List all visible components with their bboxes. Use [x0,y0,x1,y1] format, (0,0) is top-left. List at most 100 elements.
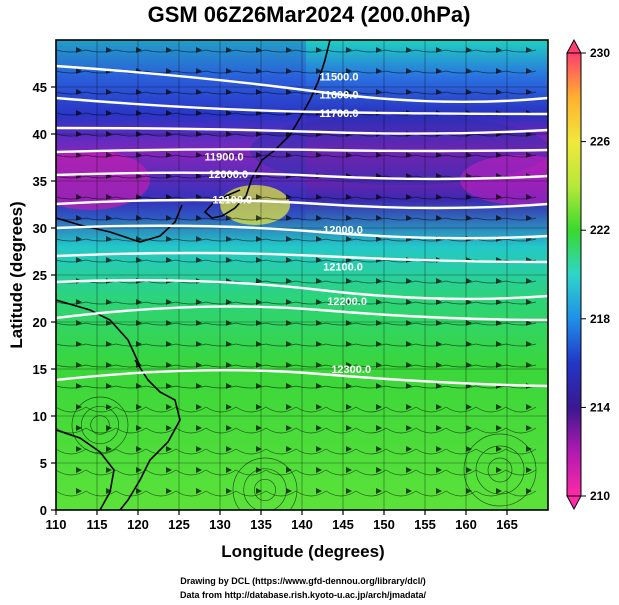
wind-arrow [136,383,142,389]
wind-arrow [466,425,472,431]
wind-arrow [76,152,82,158]
wind-arrow [76,425,82,431]
wind-arrow [376,320,382,326]
wind-arrow [166,446,172,452]
wind-arrow [226,404,232,410]
wind-arrow [496,488,502,494]
wind-arrow [196,383,202,389]
wind-arrow [406,341,412,347]
wind-arrow [256,89,262,95]
wind-arrow [196,362,202,368]
x-tick-label: 140 [291,517,313,532]
x-tick-label: 120 [127,517,149,532]
y-axis-ticks: 0 5 10 15 20 25 30 35 40 45 [33,80,56,518]
wind-arrow [406,89,412,95]
wind-arrow [376,47,382,53]
wind-arrow [286,236,292,242]
x-tick-label: 125 [168,517,190,532]
figure-title: GSM 06Z26Mar2024 (200.0hPa) [148,2,471,27]
wind-arrow [256,446,262,452]
coastline-indochina [56,429,115,510]
wind-arrow [166,404,172,410]
wind-arrow [316,257,322,263]
vortex-streamline [243,468,287,510]
wind-arrow [196,131,202,137]
wind-arrow [196,47,202,53]
wind-arrow [166,89,172,95]
coastlines [56,40,331,510]
wind-arrow [136,110,142,116]
streamline [56,406,537,413]
wind-arrow [136,194,142,200]
x-tick-label: 160 [455,517,477,532]
wind-arrow [106,320,112,326]
wind-arrow [466,278,472,284]
wind-arrow [136,299,142,305]
wind-arrow [226,215,232,221]
wind-arrow [106,152,112,158]
wind-arrow [346,215,352,221]
wind-arrow [436,404,442,410]
vortex-streamline [90,415,110,435]
wind-arrow [226,257,232,263]
wind-arrow [466,299,472,305]
wind-arrow [136,320,142,326]
wind-arrow [76,299,82,305]
x-axis-ticks: 110 115 120 125 130 135 140 145 150 155 160 165 [46,510,518,532]
wind-arrow [226,425,232,431]
wind-arrow [286,362,292,368]
wind-arrow [106,257,112,263]
wind-arrow [346,89,352,95]
wind-arrow [406,215,412,221]
wind-arrow [376,467,382,473]
y-tick-label: 25 [33,268,47,283]
wind-arrow [526,299,532,305]
wind-arrow [376,446,382,452]
wind-arrow [466,68,472,74]
vortex-streamline [232,457,298,510]
wind-arrow [316,320,322,326]
wind-arrow [166,47,172,53]
wind-arrow [226,488,232,494]
wind-arrow [436,488,442,494]
wind-arrow [376,341,382,347]
contour-label: 11500.0 [319,71,358,83]
wind-arrow [286,446,292,452]
wind-arrow [496,299,502,305]
wind-arrow [406,47,412,53]
wind-arrow [436,173,442,179]
wind-arrow [376,89,382,95]
wind-arrow [436,362,442,368]
x-tick-label: 110 [46,517,67,532]
wind-arrow [376,383,382,389]
wind-arrow [76,341,82,347]
coastline-south-china [56,299,141,367]
wind-arrow [496,341,502,347]
wind-arrow [406,488,412,494]
wind-arrow [346,278,352,284]
lat-lon-grid [56,40,548,510]
wind-arrow [286,194,292,200]
wind-arrow [136,131,142,137]
wind-arrow [286,488,292,494]
wind-arrow [256,320,262,326]
wind-arrow [406,68,412,74]
wind-arrow [196,110,202,116]
wind-arrow [76,131,82,137]
contour-label: 12200.0 [327,296,367,308]
wind-arrow [526,341,532,347]
wind-arrow [226,236,232,242]
x-tick-label: 150 [373,517,395,532]
wind-arrow [466,362,472,368]
wind-arrow [466,194,472,200]
wind-arrow [106,362,112,368]
wind-arrow [166,362,172,368]
wind-arrow [346,467,352,473]
wind-arrow [526,152,532,158]
wind-arrow [76,89,82,95]
coastline-japan-east-asia [245,40,331,197]
wind-arrow [346,488,352,494]
wind-arrow [376,488,382,494]
wind-arrow [466,488,472,494]
wind-arrow [196,404,202,410]
